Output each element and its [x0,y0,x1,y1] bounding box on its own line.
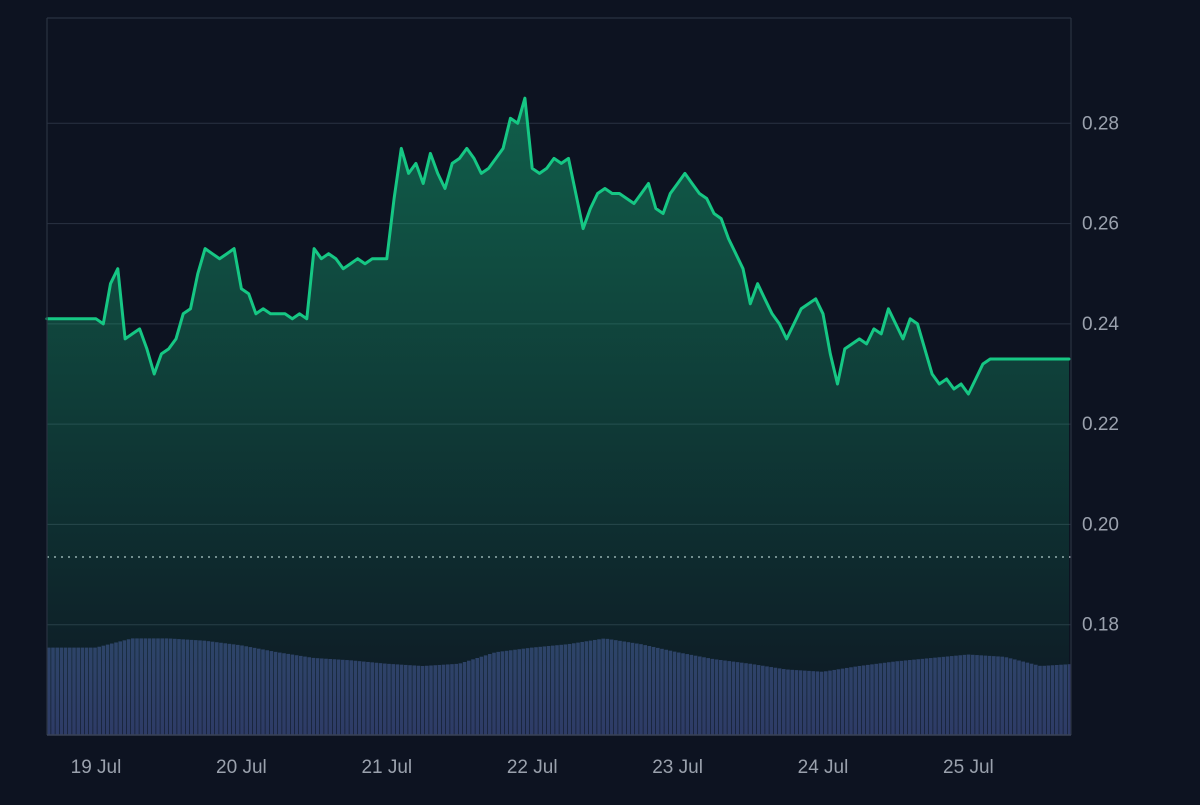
x-tick-label: 25 Jul [943,757,994,778]
x-tick-label: 20 Jul [216,757,267,778]
x-axis-labels: 19 Jul 20 Jul 21 Jul 22 Jul 23 Jul 24 Jul 25 J… [71,757,994,778]
y-tick-label: 0.26 [1082,214,1119,235]
plot-frame [46,17,1072,736]
price-area [47,98,1069,735]
y-tick-label: 0.20 [1082,514,1119,535]
x-tick-label: 19 Jul [71,757,122,778]
volume-bar [1067,664,1072,735]
x-tick-label: 22 Jul [507,757,558,778]
x-tick-label: 24 Jul [798,757,849,778]
y-tick-label: 0.24 [1082,314,1119,335]
price-line[interactable] [45,96,1071,396]
price-area-fill [47,98,1069,735]
x-tick-label: 21 Jul [361,757,412,778]
x-tick-label: 23 Jul [652,757,703,778]
y-tick-label: 0.28 [1082,113,1119,134]
y-tick-label: 0.22 [1082,414,1119,435]
y-axis-labels: 0.18 0.20 0.22 0.24 0.26 0.28 [1082,113,1119,635]
y-tick-label: 0.18 [1082,615,1119,636]
price-line-group [45,96,1071,396]
